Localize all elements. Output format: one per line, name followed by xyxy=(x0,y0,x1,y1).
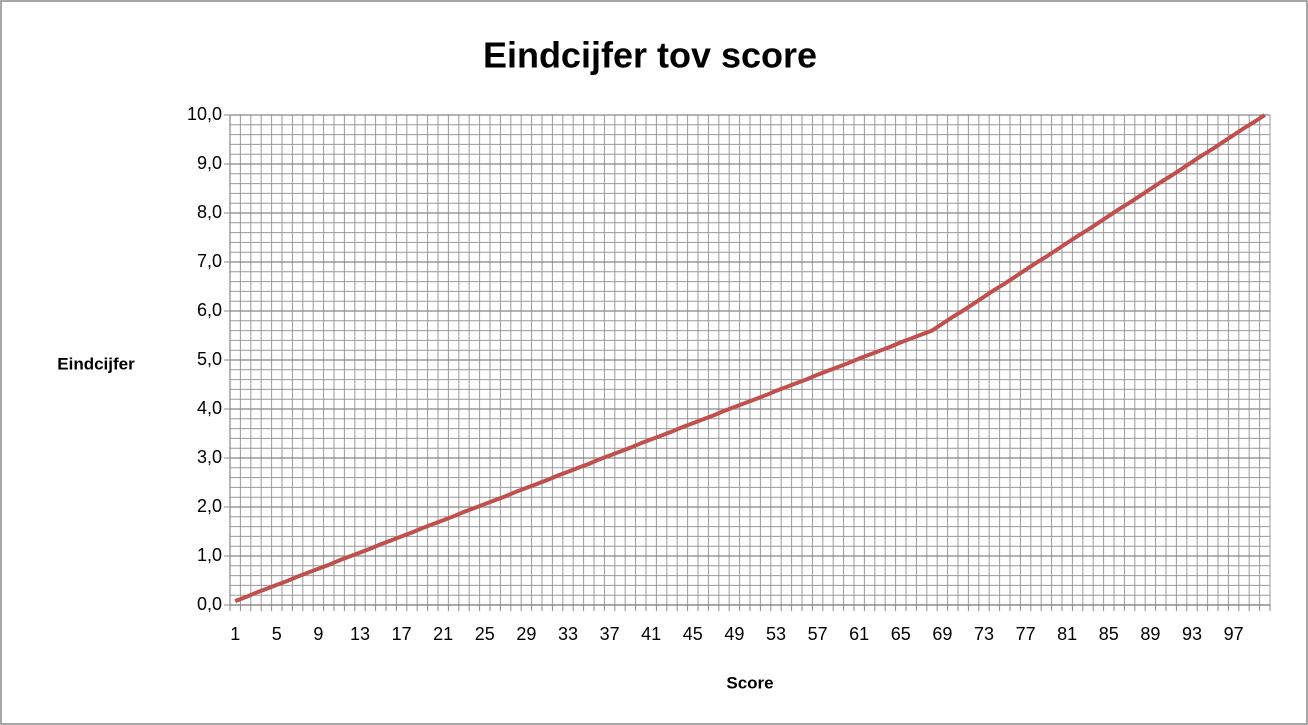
y-tick-label: 7,0 xyxy=(197,251,222,271)
y-tick-label: 4,0 xyxy=(197,398,222,418)
y-tick-label: 10,0 xyxy=(187,104,222,124)
y-tick-label: 1,0 xyxy=(197,545,222,565)
x-tick-label: 81 xyxy=(1057,624,1077,644)
x-tick-label: 9 xyxy=(313,624,323,644)
x-tick-label: 37 xyxy=(600,624,620,644)
y-tick-label: 3,0 xyxy=(197,447,222,467)
x-tick-label: 89 xyxy=(1140,624,1160,644)
x-tick-label: 5 xyxy=(272,624,282,644)
y-tick-label: 2,0 xyxy=(197,496,222,516)
x-tick-label: 53 xyxy=(766,624,786,644)
x-tick-label: 45 xyxy=(683,624,703,644)
x-tick-label: 29 xyxy=(516,624,536,644)
y-tick-label: 0,0 xyxy=(197,594,222,614)
x-tick-label: 69 xyxy=(932,624,952,644)
chart-title: Eindcijfer tov score xyxy=(483,35,817,76)
x-tick-label: 1 xyxy=(230,624,240,644)
series-line xyxy=(234,113,1266,603)
x-tick-label: 25 xyxy=(475,624,495,644)
y-tick-label: 6,0 xyxy=(197,300,222,320)
x-tick-label: 21 xyxy=(433,624,453,644)
y-axis-label: Eindcijfer xyxy=(57,354,135,373)
x-tick-label: 49 xyxy=(724,624,744,644)
x-axis-label: Score xyxy=(726,673,773,692)
y-tick-label: 8,0 xyxy=(197,202,222,222)
x-tick-label: 85 xyxy=(1099,624,1119,644)
x-tick-label: 77 xyxy=(1016,624,1036,644)
y-tick-label: 9,0 xyxy=(197,153,222,173)
x-tick-label: 65 xyxy=(891,624,911,644)
x-tick-label: 13 xyxy=(350,624,370,644)
x-tick-label: 97 xyxy=(1224,624,1244,644)
x-tick-label: 73 xyxy=(974,624,994,644)
x-tick-label: 57 xyxy=(808,624,828,644)
x-tick-label: 41 xyxy=(641,624,661,644)
x-tick-label: 61 xyxy=(849,624,869,644)
x-tick-label: 17 xyxy=(392,624,412,644)
x-tick-label: 33 xyxy=(558,624,578,644)
y-tick-label: 5,0 xyxy=(197,349,222,369)
x-tick-label: 93 xyxy=(1182,624,1202,644)
